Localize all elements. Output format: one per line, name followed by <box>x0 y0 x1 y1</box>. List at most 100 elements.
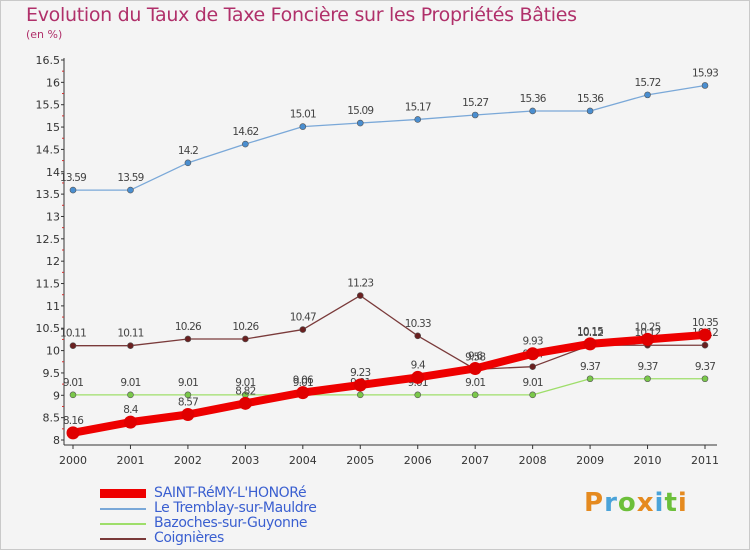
data-point <box>353 378 367 392</box>
x-tick-label: 2008 <box>519 454 547 467</box>
proxiti-logo: Proxiti <box>584 488 688 518</box>
data-point <box>471 111 479 119</box>
data-label: 14.62 <box>232 126 258 138</box>
data-label: 10.15 <box>577 326 603 338</box>
data-point <box>586 375 594 383</box>
y-tick-label: 11.5 <box>36 278 61 291</box>
data-label: 8.82 <box>235 385 255 397</box>
data-label: 15.01 <box>290 109 316 121</box>
data-label: 10.11 <box>117 328 143 340</box>
legend-label: Bazoches-sur-Guyonne <box>154 515 308 531</box>
data-point <box>414 116 422 123</box>
y-tick-label: 10 <box>46 345 60 358</box>
data-label: 13.59 <box>60 172 86 184</box>
data-label: 10.33 <box>405 318 431 330</box>
series-line <box>69 330 709 437</box>
legend-label: Le Tremblay-sur-Mauldre <box>154 500 317 516</box>
data-point <box>526 347 540 361</box>
x-tick-label: 2002 <box>174 454 202 467</box>
data-label: 9.06 <box>293 375 314 387</box>
logo-letter: x <box>636 488 655 518</box>
x-tick-label: 2007 <box>461 454 489 467</box>
data-label: 9.6 <box>468 350 483 362</box>
y-tick-label: 8 <box>53 434 60 447</box>
y-tick-label: 13 <box>46 210 60 223</box>
data-point <box>242 140 249 148</box>
data-label: 15.72 <box>635 77 661 89</box>
y-tick-label: 15.5 <box>36 99 61 112</box>
y-tick-label: 15 <box>46 121 60 134</box>
data-label: 10.26 <box>232 321 259 333</box>
legend-label: SAINT-RéMY-L'HONORé <box>154 485 307 501</box>
unit-label: (en %) <box>26 28 63 41</box>
data-point <box>299 326 307 333</box>
data-label: 9.23 <box>350 367 370 379</box>
data-point <box>471 391 479 399</box>
data-point <box>123 415 137 429</box>
data-point <box>184 335 192 343</box>
data-label: 15.27 <box>462 97 488 109</box>
logo-letter: r <box>604 488 618 518</box>
logo-letter: t <box>664 488 678 518</box>
y-tick-label: 9 <box>53 389 60 402</box>
data-point <box>242 335 249 343</box>
data-point <box>127 391 134 399</box>
x-tick-label: 2010 <box>634 454 662 467</box>
data-point <box>529 363 536 370</box>
data-point <box>127 342 134 349</box>
data-point <box>356 119 364 127</box>
legend-swatch <box>100 523 146 525</box>
y-tick-label: 12 <box>46 255 60 268</box>
data-label: 9.37 <box>637 361 657 373</box>
logo-letter: i <box>677 488 688 518</box>
data-label: 10.25 <box>635 321 661 333</box>
data-label: 10.11 <box>60 328 86 340</box>
y-tick-label: 14 <box>46 166 60 179</box>
series-line <box>72 84 706 191</box>
legend-swatch <box>100 538 146 540</box>
data-label: 10.26 <box>175 321 202 333</box>
data-label: 9.01 <box>63 377 83 389</box>
data-label: 9.01 <box>293 377 313 389</box>
data-label: 9.4 <box>411 359 426 371</box>
x-tick-label: 2011 <box>691 454 719 467</box>
y-tick-label: 16.5 <box>36 54 61 67</box>
data-point <box>701 82 709 89</box>
data-point <box>586 107 594 115</box>
y-tick-label: 11 <box>46 300 60 313</box>
data-label: 9.37 <box>580 361 600 373</box>
data-point <box>529 391 536 399</box>
y-tick-label: 10.5 <box>36 322 61 335</box>
data-label: 9.37 <box>695 361 715 373</box>
data-point <box>356 391 364 399</box>
series-line <box>72 294 706 371</box>
data-point <box>69 342 77 349</box>
data-point <box>414 391 422 399</box>
data-point <box>184 391 192 399</box>
data-point <box>641 332 655 346</box>
data-label: 10.12 <box>577 327 603 339</box>
data-point <box>411 370 425 384</box>
data-point <box>468 361 482 375</box>
logo-letter: i <box>654 488 665 518</box>
data-label: 9.93 <box>523 336 543 348</box>
data-label: 13.59 <box>117 172 143 184</box>
data-label: 15.93 <box>692 67 718 79</box>
series-line <box>72 378 706 396</box>
data-point <box>299 123 307 130</box>
data-point <box>238 396 252 410</box>
data-point <box>529 107 536 115</box>
data-label: 9.01 <box>235 377 255 389</box>
data-label: 8.16 <box>63 415 84 427</box>
x-tick-label: 2001 <box>116 454 144 467</box>
data-point <box>414 332 422 340</box>
data-label: 8.57 <box>178 397 198 409</box>
data-point <box>66 426 80 440</box>
data-point <box>698 328 712 342</box>
data-point <box>644 375 651 383</box>
x-tick-label: 2000 <box>59 454 87 467</box>
y-tick-label: 12.5 <box>36 233 61 246</box>
x-tick-label: 2009 <box>576 454 604 467</box>
data-point <box>69 186 77 194</box>
